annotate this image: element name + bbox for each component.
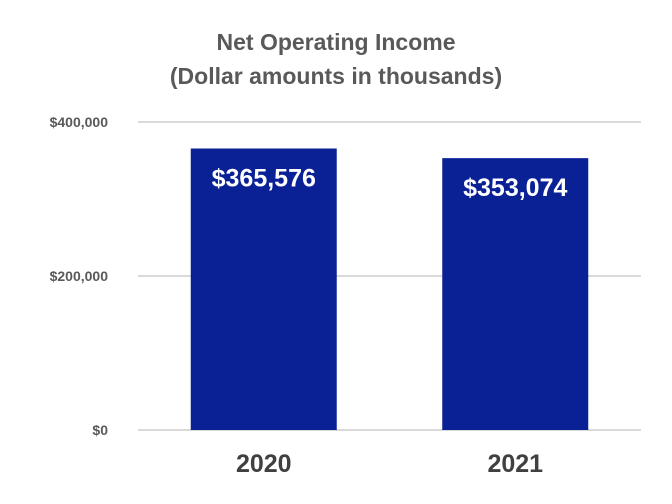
- data-label: $365,576: [212, 165, 316, 193]
- y-tick-label: $400,000: [50, 114, 109, 130]
- y-tick-label: $200,000: [50, 268, 109, 284]
- chart-title: Net Operating Income: [216, 29, 456, 55]
- x-tick-label: 2020: [236, 450, 292, 478]
- data-label: $353,074: [463, 174, 567, 202]
- y-axis-ticks: $0 $200,000 $400,000: [50, 114, 109, 438]
- bars: [190, 148, 589, 431]
- chart-subtitle: (Dollar amounts in thousands): [169, 63, 503, 89]
- data-labels: $365,576 $353,074: [212, 165, 568, 203]
- y-tick-label: $0: [92, 422, 108, 438]
- bar: [442, 158, 589, 430]
- x-axis-ticks: 2020 2021: [236, 450, 543, 478]
- x-tick-label: 2021: [487, 450, 543, 478]
- bar: [190, 148, 337, 431]
